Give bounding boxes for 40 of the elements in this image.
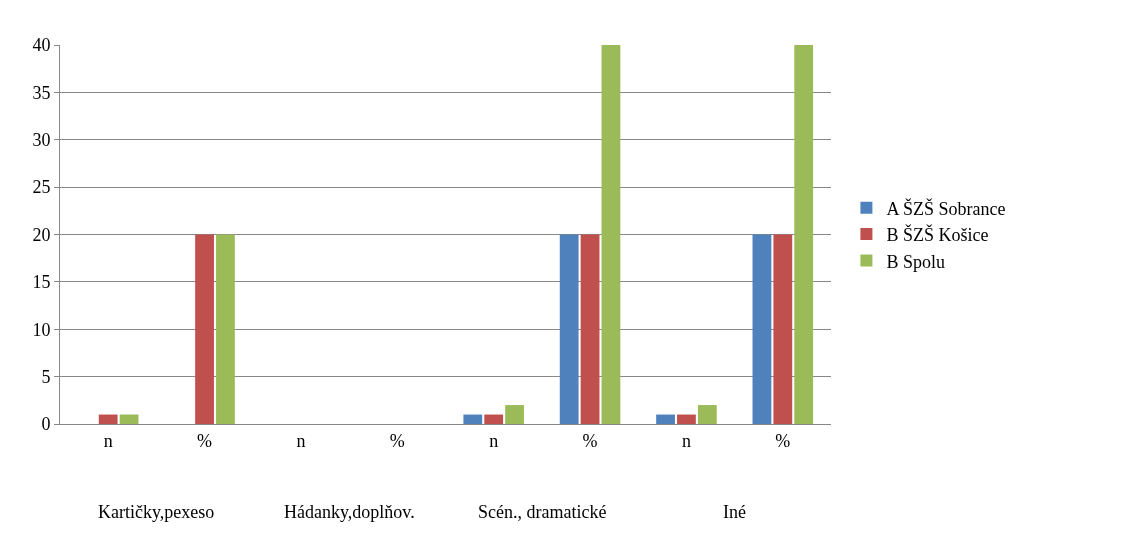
bar [677,414,696,424]
text: Hádanky,doplňov. [284,502,415,522]
bar [484,414,504,424]
y-tick-label: 20 [32,224,51,245]
x-tick-label: % [197,430,213,451]
y-tick-label: 10 [32,319,51,340]
x-tick-label: % [775,430,791,451]
x-tick-label: n [103,430,113,451]
bar [773,234,793,424]
y-tick-label: 0 [41,414,51,435]
y-tick-label: 40 [32,35,51,56]
y-tick-label: 5 [41,366,51,387]
y-tick-label: 15 [32,272,51,293]
bar [216,234,235,424]
x-tick-label: % [389,430,405,451]
bar [656,414,675,424]
text: Iné [723,502,746,522]
x-tick-label: n [296,430,306,451]
bar [195,234,214,424]
bar [697,405,717,424]
legend-label: B ŠZŠ Košice [886,224,989,246]
legend-label: A ŠZŠ Sobrance [886,197,1006,219]
x-tick-label: % [582,430,598,451]
text: Kartičky,pexeso [98,502,215,522]
bar [601,45,621,424]
y-tick-label: 25 [32,177,51,198]
x-tick-label: n [489,430,499,451]
legend-label: B Spolu [886,251,945,272]
bar [119,414,139,424]
bar [98,414,118,424]
bar [505,405,524,424]
bar [794,45,814,424]
text: Scén., dramatické [478,502,607,522]
bar [463,414,483,424]
x-tick-label: n [681,430,691,451]
y-tick-label: 30 [32,130,51,151]
bar [559,234,579,424]
bar [752,234,772,424]
y-tick-label: 35 [32,82,51,103]
bar [580,234,600,424]
